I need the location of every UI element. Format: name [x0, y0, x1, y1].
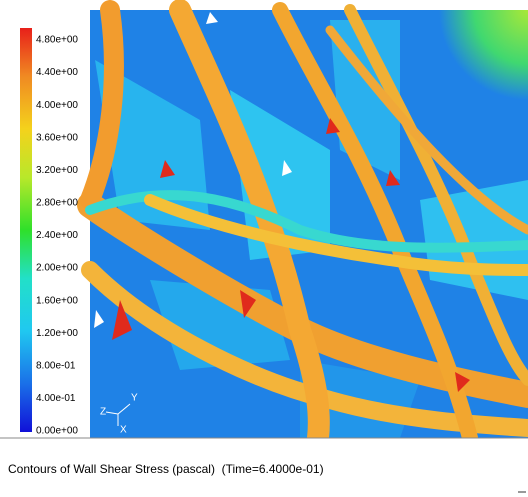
colorbar-label: 4.40e+00 [36, 67, 78, 78]
colorbar-label: 1.20e+00 [36, 328, 78, 339]
colorbar-label: 3.60e+00 [36, 132, 78, 143]
viewport: 4.80e+00 4.40e+00 4.00e+00 3.60e+00 3.20e+00… [0, 0, 528, 497]
colorbar-label: 3.20e+00 [36, 165, 78, 176]
colorbar-label: 0.00e+00 [36, 426, 78, 437]
colorbar-label: 4.00e+00 [36, 100, 78, 111]
triad-x: X [120, 425, 127, 436]
colorbar [20, 28, 32, 432]
colorbar-label: 4.80e+00 [36, 35, 78, 46]
triad-y: Y [131, 393, 138, 404]
colorbar-label: 2.40e+00 [36, 230, 78, 241]
contour-image [90, 10, 528, 438]
triad-z: Z [100, 407, 106, 418]
colorbar-labels: 4.80e+00 4.40e+00 4.00e+00 3.60e+00 3.20e+00… [36, 35, 78, 437]
colorbar-label: 1.60e+00 [36, 295, 78, 306]
colorbar-label: 4.00e-01 [36, 393, 76, 404]
colorbar-label: 2.80e+00 [36, 198, 78, 209]
colorbar-label: 8.00e-01 [36, 360, 76, 371]
page: 4.80e+00 4.40e+00 4.00e+00 3.60e+00 3.20e+00… [0, 0, 528, 497]
colorbar-label: 2.00e+00 [36, 263, 78, 274]
caption: Contours of Wall Shear Stress (pascal) (… [8, 462, 324, 476]
